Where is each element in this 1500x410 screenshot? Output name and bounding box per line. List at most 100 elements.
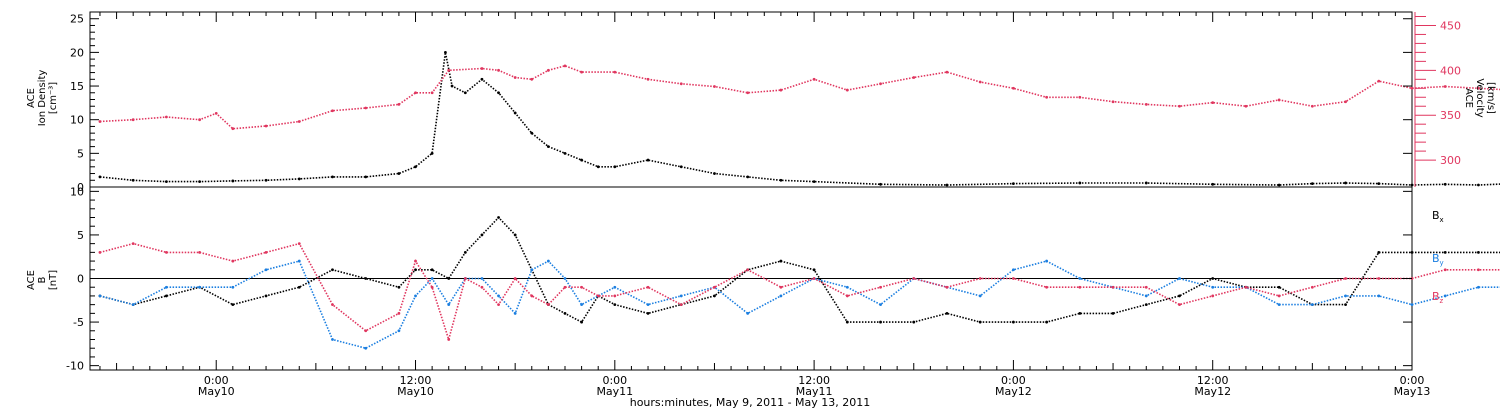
- bottom-tick-label: -5: [73, 316, 84, 329]
- velocity-series-point: [580, 70, 583, 74]
- ion-density-series-point: [480, 77, 484, 81]
- b-bz-series-point: [447, 338, 451, 341]
- b-by-series-point: [746, 311, 750, 315]
- b-bz-series-point: [497, 303, 500, 307]
- velocity-series-point: [530, 77, 534, 81]
- velocity-series-point: [497, 68, 500, 72]
- velocity-series-point: [945, 70, 949, 74]
- b-bx-series-point: [1377, 250, 1381, 254]
- b-by-series-point: [1045, 259, 1049, 263]
- b-bz-series-point: [1244, 285, 1248, 289]
- b-bx-series-point: [912, 320, 916, 324]
- ion-density-series-point: [713, 172, 716, 175]
- b-by-series-point: [546, 259, 550, 263]
- b-bz-series-point: [530, 294, 534, 298]
- top-left-tick-label: 10: [70, 114, 84, 127]
- b-by-series-point: [480, 277, 484, 280]
- legend-bz: Bz: [1432, 290, 1444, 305]
- top-right-label-line2: Velocity: [1474, 78, 1485, 117]
- ion-density-series-point: [463, 91, 467, 95]
- b-bz-series-point: [613, 294, 617, 298]
- b-by-series-point: [679, 294, 683, 298]
- b-bx-series-point: [364, 277, 368, 280]
- b-bx-series-point: [480, 233, 484, 237]
- velocity-series-point: [1012, 86, 1015, 90]
- x-tick-date: May12: [1194, 385, 1231, 398]
- b-by-series-point: [580, 303, 583, 307]
- velocity-series-point: [1443, 85, 1447, 88]
- bottom-tick-label: -10: [66, 360, 84, 373]
- b-bz-series-point: [879, 285, 882, 289]
- top-right-tick-label: 450: [1440, 19, 1461, 32]
- top-right-label-line3: [km/s]: [1485, 82, 1496, 114]
- plot-ticks: 0510152025300350400450-10-505100:00May10…: [66, 11, 1461, 398]
- ion-density-series-point: [1410, 183, 1414, 187]
- bottom-tick-label: 10: [70, 185, 84, 198]
- velocity-series-point: [1045, 95, 1049, 99]
- b-bz-series-point: [1211, 294, 1215, 298]
- top-right-axis-label: ACE Velocity [km/s]: [1463, 78, 1496, 117]
- b-bz-series-point: [480, 285, 484, 289]
- velocity-series-point: [779, 88, 783, 92]
- b-bx-series-point: [812, 268, 816, 272]
- b-by-series-point: [530, 268, 534, 272]
- velocity-series-point: [198, 118, 202, 122]
- velocity-series-point: [1244, 104, 1248, 108]
- x-tick-date: May11: [596, 385, 633, 398]
- b-bx-series-point: [713, 294, 716, 298]
- b-bz-series-point: [463, 277, 467, 280]
- top-left-tick-label: 0: [77, 181, 84, 194]
- velocity-series-point: [1211, 101, 1215, 105]
- b-by-series-point: [1144, 294, 1148, 298]
- ion-density-series-point: [414, 165, 417, 169]
- bottom-left-axis-label: ACE B [nT]: [26, 270, 59, 290]
- velocity-series-point: [1477, 86, 1480, 90]
- b-bx-series-point: [430, 268, 434, 272]
- velocity-series-point: [713, 85, 716, 88]
- b-bx-series-point: [978, 320, 982, 324]
- velocity-series-point: [613, 70, 617, 74]
- b-bz-series-point: [845, 294, 849, 298]
- b-by-series-point: [1178, 277, 1181, 280]
- velocity-series-point: [397, 103, 401, 106]
- velocity-series-point: [646, 77, 650, 81]
- b-by-series-point: [1344, 294, 1347, 298]
- b-bz-series-point: [1045, 285, 1049, 289]
- top-right-tick-label: 350: [1440, 109, 1461, 122]
- b-by-series-point: [1377, 294, 1381, 298]
- b-bx-series-point: [1477, 250, 1480, 254]
- ion-density-series-point: [530, 131, 534, 135]
- top-right-tick-label: 400: [1440, 64, 1461, 77]
- bottom-tick-label: 0: [77, 273, 84, 286]
- ion-density-series-point: [1443, 182, 1447, 186]
- x-tick-time: 0:00: [1001, 374, 1026, 387]
- b-bx-series-point: [1111, 311, 1115, 315]
- x-tick-time: 12:00: [798, 374, 830, 387]
- ion-density-series-point: [164, 180, 168, 184]
- velocity-series-point: [297, 120, 301, 123]
- b-by-series-point: [430, 277, 434, 280]
- velocity-series-point: [1377, 79, 1381, 83]
- ion-density-series: [99, 52, 1500, 186]
- b-bx-series-point: [297, 285, 301, 289]
- velocity-series-point: [1144, 103, 1148, 106]
- b-bz-series-point: [1344, 277, 1347, 280]
- velocity-series-point: [480, 67, 484, 70]
- b-bx-series-point: [1211, 277, 1215, 280]
- b-bz-series-point: [679, 303, 683, 307]
- b-bz-series-point: [131, 242, 135, 246]
- top-left-axis-label: ACE Ion Density [cm⁻³]: [26, 70, 59, 127]
- b-bz-series-point: [1144, 285, 1148, 289]
- b-bx-series-point: [463, 250, 467, 254]
- velocity-series-point: [164, 115, 168, 119]
- top-right-tick-label: 300: [1440, 154, 1461, 167]
- x-tick-date: May12: [995, 385, 1032, 398]
- b-bx-series-point: [264, 294, 268, 298]
- b-by-series-point: [447, 303, 451, 307]
- b-bz-series-point: [912, 277, 916, 280]
- velocity-series-point: [1277, 98, 1281, 102]
- top-left-tick-label: 20: [70, 46, 84, 59]
- ion-density-series-point: [1310, 182, 1314, 186]
- b-bx-series-point: [164, 294, 168, 298]
- ion-density-series-point: [646, 158, 650, 162]
